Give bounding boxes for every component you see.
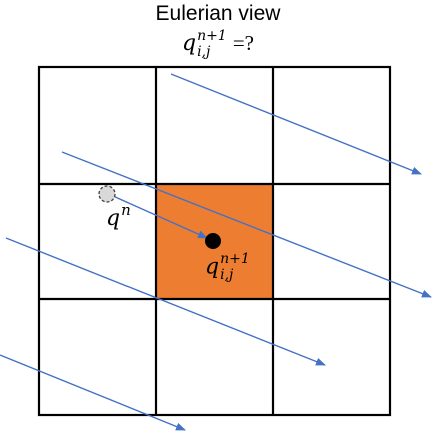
departure-label-sup: n bbox=[121, 201, 131, 219]
flow-arrow-4 bbox=[0, 354, 186, 431]
question-sup: n+1 bbox=[197, 28, 227, 45]
target-label: q n+1 i,j bbox=[205, 252, 250, 282]
flow-arrow-2 bbox=[61, 151, 432, 298]
target-point bbox=[205, 233, 221, 249]
flow-arrow-3 bbox=[5, 237, 326, 366]
diagram-title: Eulerian view bbox=[155, 2, 281, 25]
question-indices: n+1 i,j bbox=[197, 29, 227, 59]
departure-label: qn bbox=[106, 201, 131, 231]
question-label: q n+1 i,j =? bbox=[0, 28, 436, 59]
grid-lines bbox=[37, 65, 392, 417]
question-base: q bbox=[181, 31, 197, 56]
question-suffix: =? bbox=[232, 31, 255, 55]
departure-point bbox=[98, 185, 116, 203]
grid-border bbox=[37, 65, 392, 417]
question-sub: i,j bbox=[197, 44, 211, 61]
target-label-sub: i,j bbox=[220, 267, 234, 283]
backtrace-arrow bbox=[112, 195, 208, 239]
target-label-sup: n+1 bbox=[220, 251, 250, 267]
flow-arrow-1 bbox=[170, 73, 422, 175]
target-label-indices: n+1 i,j bbox=[220, 252, 250, 282]
flow-arrows bbox=[0, 73, 432, 431]
departure-label-base: q bbox=[106, 206, 121, 231]
target-label-base: q bbox=[205, 254, 220, 280]
